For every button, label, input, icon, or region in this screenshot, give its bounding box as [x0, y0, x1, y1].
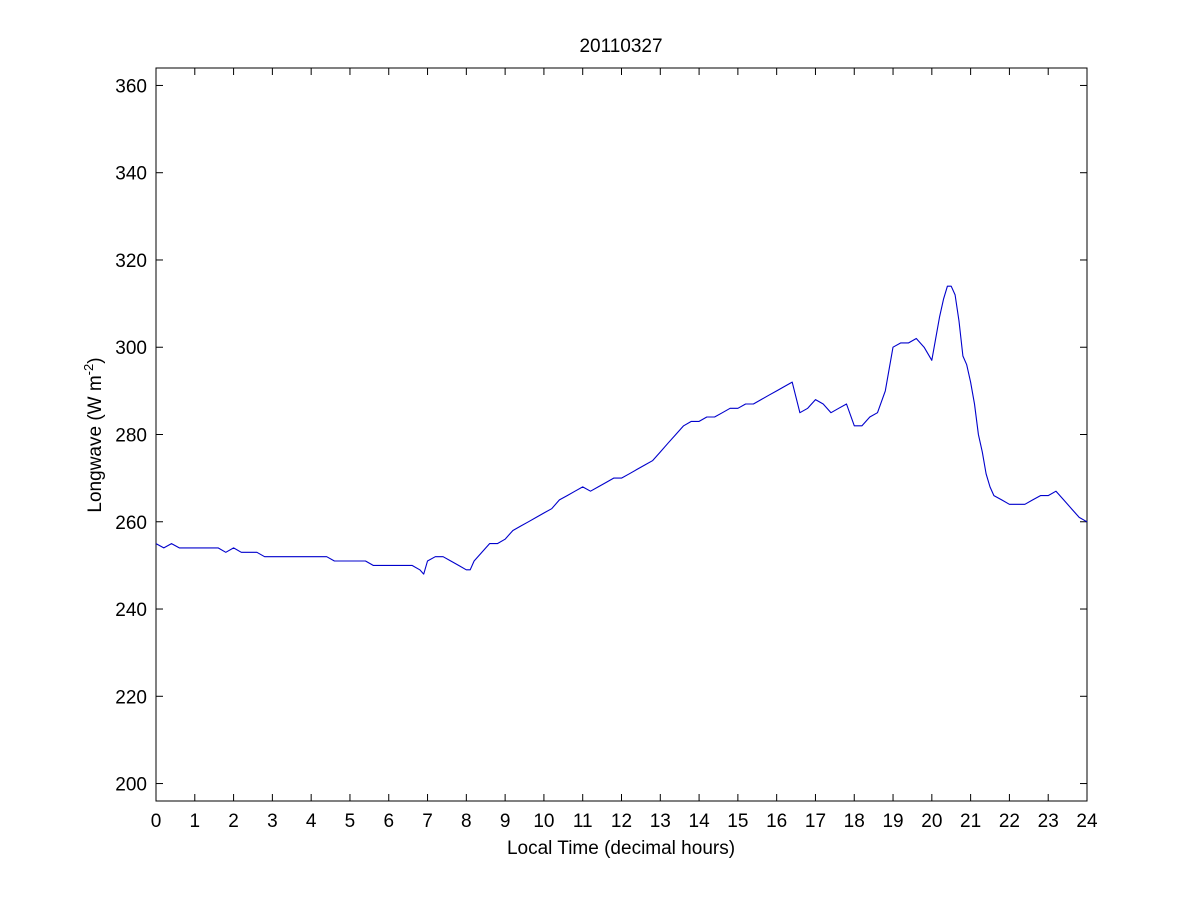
- x-tick-label: 24: [1076, 811, 1098, 832]
- y-tick-label: 240: [115, 600, 147, 621]
- x-tick-label: 17: [805, 811, 826, 832]
- x-tick-label: 6: [383, 811, 394, 832]
- x-tick-label: 22: [999, 811, 1020, 832]
- y-axis-label-main: Longwave (W m: [85, 375, 106, 512]
- x-tick-label: 7: [422, 811, 433, 832]
- x-tick-label: 10: [533, 811, 554, 832]
- x-tick-label: 20: [921, 811, 942, 832]
- y-axis-label-close: ): [85, 357, 106, 363]
- axes-box: [155, 67, 1088, 802]
- x-axis-label: Local Time (decimal hours): [507, 838, 735, 859]
- y-tick-label: 340: [115, 164, 147, 185]
- x-tick-label: 15: [727, 811, 748, 832]
- y-tick-label: 200: [115, 775, 147, 796]
- x-tick-label: 5: [345, 811, 356, 832]
- series-line: [155, 285, 1088, 575]
- x-tick-label: 2: [228, 811, 239, 832]
- x-tick-label: 19: [882, 811, 903, 832]
- y-tick-label: 260: [115, 513, 147, 534]
- x-tick-label: 11: [573, 811, 593, 832]
- x-tick-label: 14: [689, 811, 711, 832]
- x-tick-label: 9: [500, 811, 511, 832]
- x-tick-label: 21: [960, 811, 981, 832]
- y-tick-label: 320: [115, 251, 147, 272]
- y-axis: 200 220 240 260 280 300 320 340 360: [115, 76, 1087, 796]
- y-tick-label: 280: [115, 426, 147, 447]
- x-tick-label: 0: [151, 811, 162, 832]
- x-axis: 0 1 2 3 4 5 6 7 8 9 10 11 12 13 14 15 16 17 18 19 20 21 22 23 24: [151, 68, 1098, 832]
- x-tick-label: 23: [1038, 811, 1059, 832]
- x-tick-label: 3: [267, 811, 278, 832]
- x-tick-label: 1: [190, 811, 201, 832]
- x-tick-label: 18: [844, 811, 865, 832]
- y-axis-label: Longwave (W m-2): [81, 357, 106, 512]
- x-tick-label: 4: [306, 811, 317, 832]
- data-series: [155, 285, 1088, 575]
- plot-area: [155, 67, 1088, 802]
- y-tick-label: 360: [115, 76, 147, 97]
- chart-title: 20110327: [579, 36, 662, 57]
- x-tick-label: 13: [650, 811, 671, 832]
- y-tick-label: 220: [115, 687, 147, 708]
- x-tick-label: 16: [766, 811, 787, 832]
- x-tick-label: 8: [461, 811, 472, 832]
- x-tick-label: 12: [611, 811, 632, 832]
- y-axis-label-superscript: -2: [81, 364, 96, 376]
- y-tick-label: 300: [115, 338, 147, 359]
